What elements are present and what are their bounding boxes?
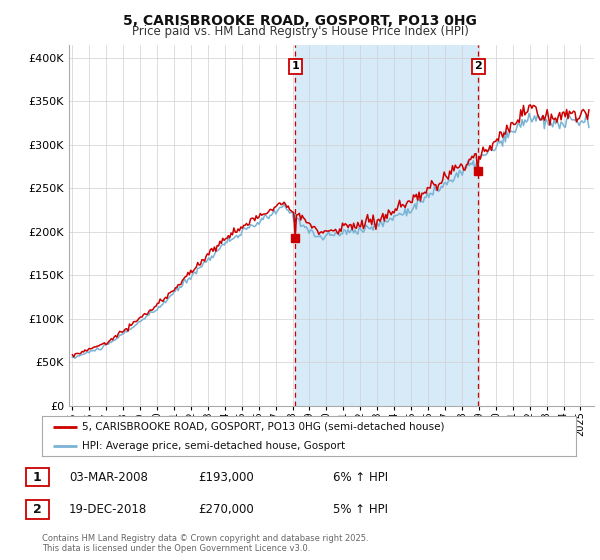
Text: 2: 2 <box>33 503 41 516</box>
Text: 1: 1 <box>292 62 299 72</box>
Text: 5, CARISBROOKE ROAD, GOSPORT, PO13 0HG: 5, CARISBROOKE ROAD, GOSPORT, PO13 0HG <box>123 14 477 28</box>
Bar <box>295 45 478 406</box>
Text: £193,000: £193,000 <box>198 470 254 484</box>
Text: 19-DEC-2018: 19-DEC-2018 <box>69 503 147 516</box>
Text: Price paid vs. HM Land Registry's House Price Index (HPI): Price paid vs. HM Land Registry's House … <box>131 25 469 38</box>
Text: HPI: Average price, semi-detached house, Gosport: HPI: Average price, semi-detached house,… <box>82 441 345 450</box>
Text: 1: 1 <box>33 470 41 484</box>
Text: Contains HM Land Registry data © Crown copyright and database right 2025.
This d: Contains HM Land Registry data © Crown c… <box>42 534 368 553</box>
Text: 5, CARISBROOKE ROAD, GOSPORT, PO13 0HG (semi-detached house): 5, CARISBROOKE ROAD, GOSPORT, PO13 0HG (… <box>82 422 445 432</box>
Text: 03-MAR-2008: 03-MAR-2008 <box>69 470 148 484</box>
Text: 6% ↑ HPI: 6% ↑ HPI <box>333 470 388 484</box>
Text: 2: 2 <box>474 62 482 72</box>
Text: 5% ↑ HPI: 5% ↑ HPI <box>333 503 388 516</box>
Text: £270,000: £270,000 <box>198 503 254 516</box>
